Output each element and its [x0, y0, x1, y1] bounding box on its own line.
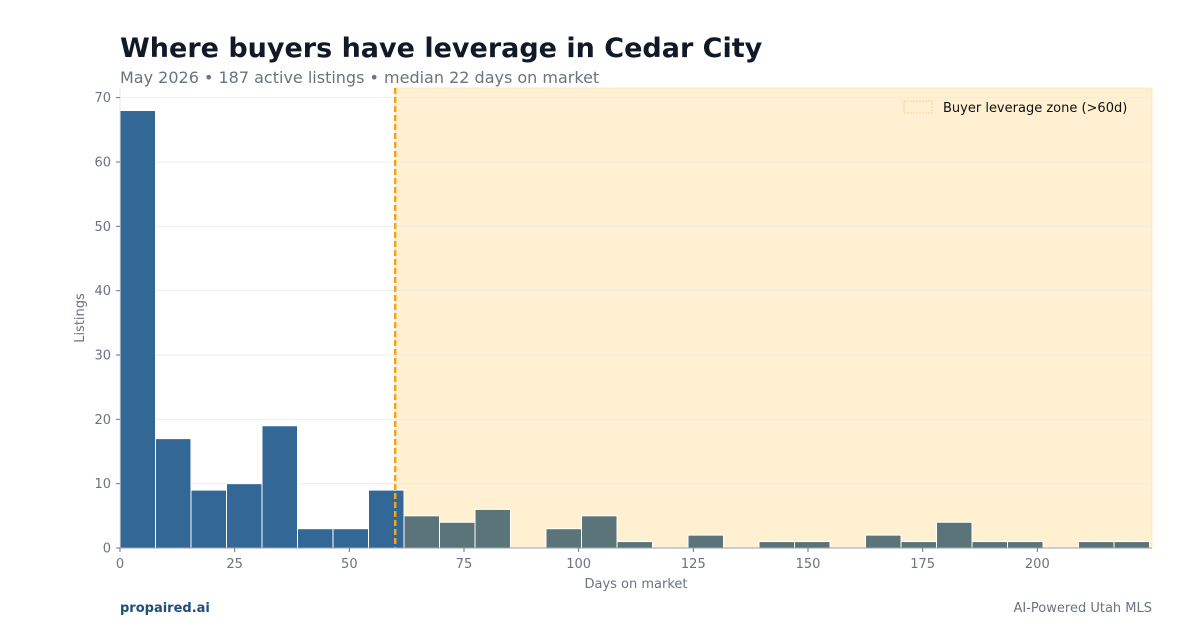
- y-tick-label: 30: [94, 348, 111, 363]
- histogram-bar: [545, 528, 583, 549]
- histogram-bar: [190, 489, 228, 549]
- x-axis-title: Days on market: [584, 577, 687, 592]
- histogram-bar: [936, 521, 973, 549]
- chart-title: Where buyers have leverage in Cedar City: [120, 33, 763, 64]
- x-tick-label: 200: [1025, 557, 1050, 572]
- histogram-bar: [332, 528, 370, 549]
- x-tick-label: 175: [910, 557, 935, 572]
- histogram-bar: [474, 508, 512, 549]
- y-tick-label: 40: [94, 284, 111, 299]
- histogram-bar: [971, 541, 1009, 549]
- y-tick-label: 60: [94, 155, 111, 170]
- y-axis-title: Listings: [73, 293, 88, 343]
- x-tick-label: 150: [796, 557, 821, 572]
- histogram-bar: [439, 521, 476, 549]
- x-tick-label: 50: [341, 557, 358, 572]
- leverage-zone-band: [394, 87, 1153, 549]
- histogram-bar: [758, 541, 796, 549]
- histogram-bar: [1113, 541, 1151, 549]
- x-tick-label: 125: [681, 557, 706, 572]
- x-tick-label: 75: [456, 557, 473, 572]
- histogram-bar: [616, 541, 654, 549]
- histogram-bar: [226, 483, 263, 549]
- source-label: AI-Powered Utah MLS: [1013, 601, 1152, 616]
- histogram-bar: [155, 438, 192, 549]
- y-tick-label: 10: [94, 477, 111, 492]
- x-tick-label: 100: [566, 557, 591, 572]
- chart-subtitle: May 2026 • 187 active listings • median …: [120, 68, 600, 87]
- y-tick-label: 50: [94, 220, 111, 235]
- histogram-bar: [297, 528, 334, 549]
- y-tick-label: 20: [94, 413, 111, 428]
- histogram-bar: [900, 541, 938, 549]
- histogram-bar: [581, 515, 618, 549]
- legend-swatch: [903, 100, 933, 114]
- histogram-bar: [1007, 541, 1044, 549]
- histogram-bar: [261, 425, 299, 549]
- histogram-bar: [403, 515, 441, 549]
- brand-label: propaired.ai: [120, 601, 210, 616]
- histogram-bar: [119, 110, 157, 549]
- histogram-bar: [368, 489, 405, 549]
- legend-label: Buyer leverage zone (>60d): [943, 101, 1127, 116]
- x-tick-label: 25: [226, 557, 243, 572]
- histogram-bar: [1078, 541, 1115, 549]
- histogram-bar: [794, 541, 831, 549]
- histogram-bar: [687, 534, 725, 549]
- y-tick-label: 70: [94, 91, 111, 106]
- histogram-bar: [865, 534, 902, 549]
- y-tick-label: 0: [103, 542, 111, 557]
- x-tick-label: 0: [116, 557, 124, 572]
